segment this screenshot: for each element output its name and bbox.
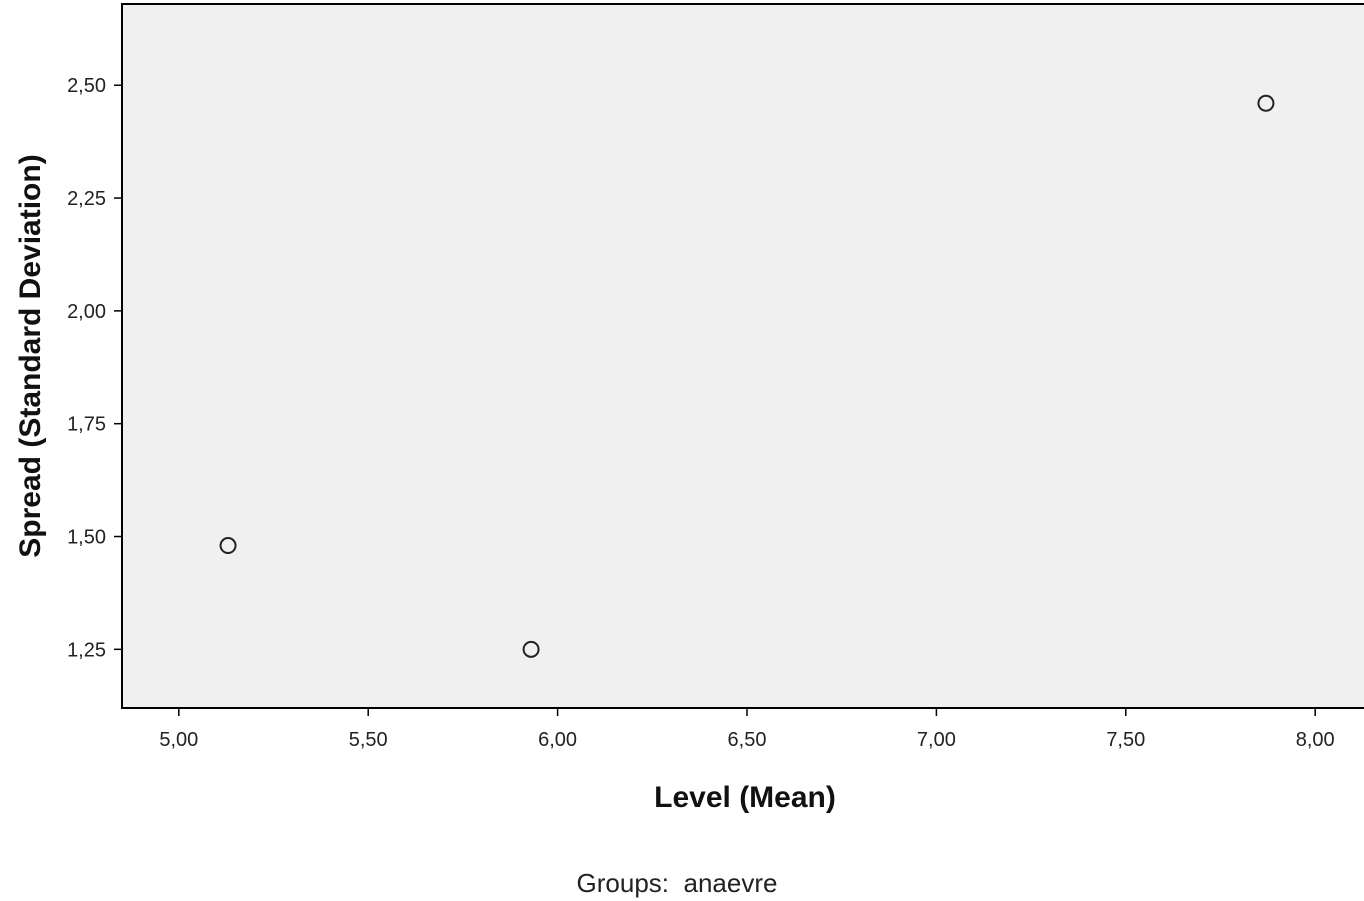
y-axis-title: Spread (Standard Deviation) — [14, 154, 47, 557]
x-tick-label-4: 7,00 — [917, 729, 956, 751]
y-tick-label-4: 2,25 — [67, 188, 106, 210]
data-points — [219, 94, 1275, 658]
data-point-2 — [1257, 94, 1275, 112]
x-tick-label-1: 5,50 — [349, 729, 388, 751]
x-tick-label-5: 7,50 — [1106, 729, 1145, 751]
x-tick-label-3: 6,50 — [728, 729, 767, 751]
groups-footnote: Groups: anaevre — [577, 868, 778, 898]
y-tick-label-3: 2,00 — [67, 301, 106, 323]
x-tick-label-2: 6,00 — [538, 729, 577, 751]
x-tick-label-6: 8,00 — [1296, 729, 1335, 751]
y-axis-ticks: 1,25 1,50 1,75 2,00 2,25 2,50 — [67, 75, 122, 661]
plot-area — [121, 3, 1364, 709]
data-point-0 — [219, 537, 237, 555]
y-tick-label-2: 1,75 — [67, 414, 106, 436]
x-axis-ticks: 5,00 5,50 6,00 6,50 7,00 7,50 8,00 — [159, 708, 1335, 751]
x-axis-title: Level (Mean) — [654, 781, 836, 814]
data-point-1 — [522, 640, 540, 658]
y-tick-label-1: 1,50 — [67, 527, 106, 549]
x-tick-label-0: 5,00 — [159, 729, 198, 751]
y-tick-label-5: 2,50 — [67, 75, 106, 97]
y-tick-label-0: 1,25 — [67, 639, 106, 661]
